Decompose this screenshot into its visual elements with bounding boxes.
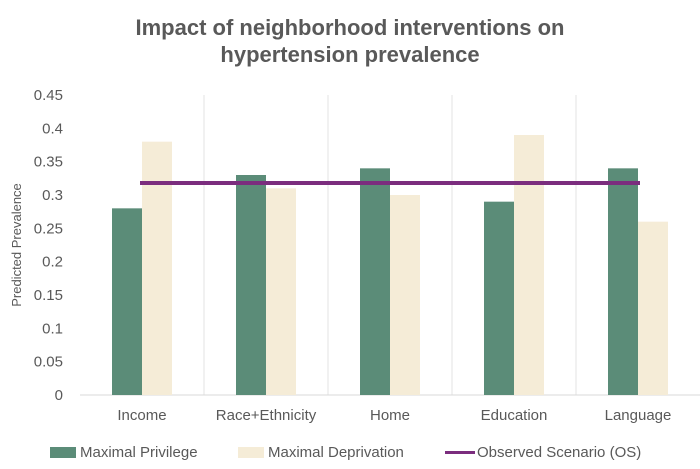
y-axis-label: Predicted Prevalence [9,183,24,307]
x-tick-label: Income [117,407,166,424]
y-tick-label: 0.45 [34,87,63,104]
category-separators [203,95,577,395]
y-tick-label: 0.05 [34,354,63,371]
y-tick-label: 0.2 [42,254,63,271]
bar-maximal-privilege [484,201,514,395]
bar-chart: 0 0.05 0.1 0.15 0.2 0.25 0.3 0.35 0.4 0.45 Income… [9,87,700,424]
bars [112,135,668,395]
y-tick-label: 0.15 [34,287,63,304]
bar-maximal-privilege [608,168,638,395]
y-tick-label: 0.3 [42,187,63,204]
bar-maximal-deprivation [390,195,420,395]
legend-label-observed-scenario: Observed Scenario (OS) [477,444,642,461]
legend: Maximal Privilege Maximal Deprivation Ob… [0,444,700,466]
x-tick-label: Education [481,407,548,424]
chart-title-line-1: Impact of neighborhood interventions on [135,15,565,40]
chart-title-line-2: hypertension prevalence [220,42,480,67]
legend-swatch-maximal-privilege [50,447,76,458]
x-tick-label: Race+Ethnicity [216,407,317,424]
y-tick-label: 0.1 [42,320,63,337]
legend-swatch-maximal-deprivation [238,447,264,458]
bar-maximal-privilege [112,208,142,395]
legend-label-maximal-privilege: Maximal Privilege [80,444,198,461]
x-tick-label: Language [605,407,672,424]
legend-item-observed-scenario: Observed Scenario (OS) [445,444,641,461]
bar-maximal-deprivation [142,141,172,395]
legend-swatch-observed-scenario [445,451,475,454]
bar-maximal-privilege [236,175,266,395]
y-axis-ticks: 0 0.05 0.1 0.15 0.2 0.25 0.3 0.35 0.4 0.45 [34,87,63,404]
y-tick-label: 0 [55,387,63,404]
chart-title: Impact of neighborhood interventions on … [0,14,700,68]
bar-maximal-privilege [360,168,390,395]
y-tick-label: 0.25 [34,220,63,237]
x-tick-label: Home [370,407,410,424]
legend-label-maximal-deprivation: Maximal Deprivation [268,444,404,461]
bar-maximal-deprivation [514,135,544,395]
bar-maximal-deprivation [638,221,668,395]
legend-item-maximal-deprivation: Maximal Deprivation [238,444,404,461]
y-tick-label: 0.4 [42,120,63,137]
x-axis-ticks: Income Race+Ethnicity Home Education Languag… [117,407,671,424]
legend-item-maximal-privilege: Maximal Privilege [50,444,198,461]
y-tick-label: 0.35 [34,154,63,171]
bar-maximal-deprivation [266,188,296,395]
